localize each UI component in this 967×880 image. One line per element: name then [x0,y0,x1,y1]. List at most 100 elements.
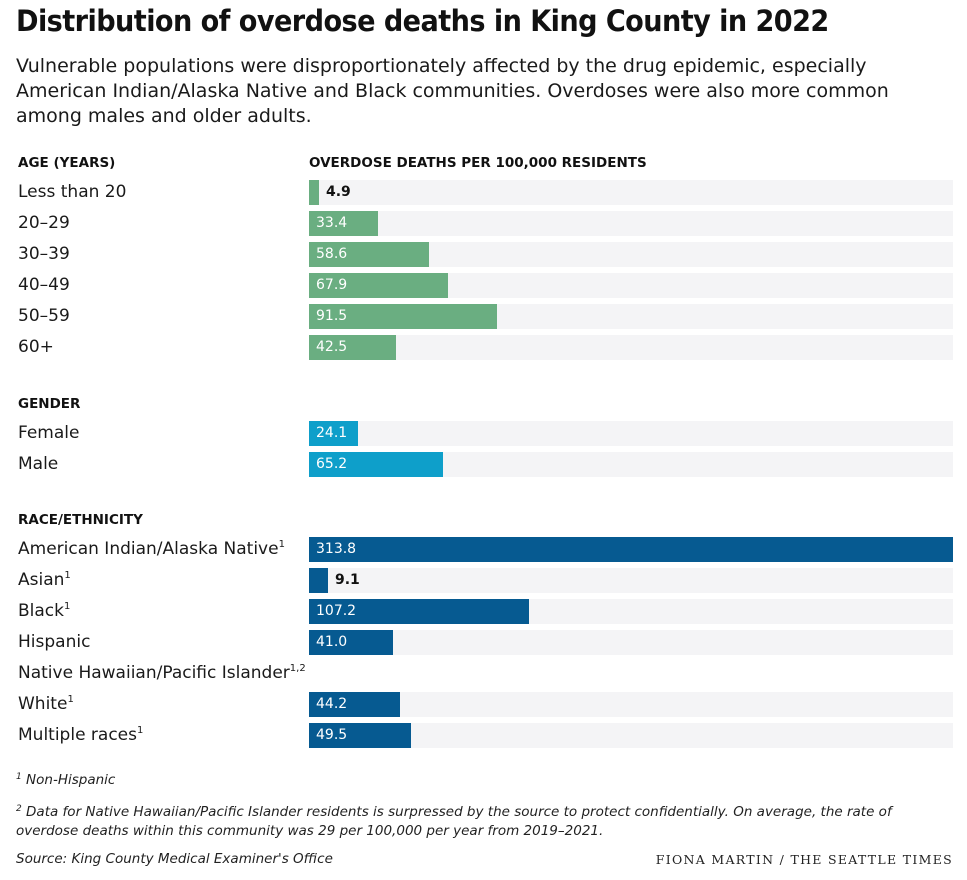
bar-row: 60+ 42.5 [0,334,967,361]
category-label-text: White [18,694,68,714]
category-label-text: Black [18,601,64,621]
bar-row: Black1 107.2 [0,598,967,625]
category-label: Male [18,451,58,478]
bar-track: 33.4 [309,211,953,236]
bar-row: Female 24.1 [0,420,967,447]
bar-track: 58.6 [309,242,953,267]
category-label: Female [18,420,79,447]
bar-track: 4.9 [309,180,953,205]
bar-track: 42.5 [309,335,953,360]
category-label-text: Female [18,423,80,443]
bar-row: 20–29 33.4 [0,210,967,237]
footnote-2-mark: 2 [16,804,22,814]
category-label-text: 60+ [18,337,54,357]
value-label: 313.8 [316,541,357,557]
category-label: 40–49 [18,272,70,299]
footnote-marker: 1 [64,601,71,612]
section-title: RACE/ETHNICITY [18,512,143,528]
category-label-text: Asian [18,570,65,590]
footnote-1-mark: 1 [16,772,22,782]
bar-track: 91.5 [309,304,953,329]
bar [309,180,319,205]
category-label-text: 20–29 [18,213,70,233]
value-label: 107.2 [316,603,357,619]
value-label: 33.4 [316,215,348,231]
bar-track: 107.2 [309,599,953,624]
bar-row: Multiple races1 49.5 [0,722,967,749]
bar [309,723,411,748]
category-label-text: Male [18,454,59,474]
category-label: 50–59 [18,303,70,330]
bar-row: 50–59 91.5 [0,303,967,330]
bar-track: 9.1 [309,568,953,593]
footnote-2-text: Data for Native Hawaiian/Pacific Islande… [16,804,892,839]
footnote-marker: 1,2 [289,663,306,674]
bar [309,211,378,236]
footnote-marker: 1 [278,539,285,550]
credit-line: FIONA MARTIN / THE SEATTLE TIMES [655,852,953,867]
value-label: 58.6 [316,246,348,262]
category-label: Asian1 [18,567,71,594]
category-label: American Indian/Alaska Native1 [18,536,285,563]
category-label: White1 [18,691,74,718]
footnote-marker: 1 [67,694,74,705]
bar [309,630,393,655]
bar-row: Male 65.2 [0,451,967,478]
category-label: 60+ [18,334,54,361]
chart-subtitle: Vulnerable populations were disproportio… [16,55,889,127]
category-label: 20–29 [18,210,70,237]
value-label: 91.5 [316,308,348,324]
section-title: GENDER [18,396,81,412]
bar-row: 40–49 67.9 [0,272,967,299]
chart-title: Distribution of overdose deaths in King … [16,4,829,38]
footnote-1-text: Non-Hispanic [26,772,116,788]
bar [309,452,443,477]
bar-track: 44.2 [309,692,953,717]
source-note: Source: King County Medical Examiner's O… [16,851,333,867]
category-label-text: 40–49 [18,275,70,295]
value-label: 4.9 [326,184,351,200]
bar-row: Hispanic 41.0 [0,629,967,656]
footnote-marker: 1 [64,570,71,581]
bar-track: 67.9 [309,273,953,298]
bar [309,304,497,329]
bar [309,335,396,360]
bar-row: 30–39 58.6 [0,241,967,268]
value-label: 24.1 [316,425,348,441]
value-label: 9.1 [335,572,360,588]
category-label-text: American Indian/Alaska Native [18,539,279,559]
category-label-text: Native Hawaiian/Pacific Islander [18,663,290,683]
bar [309,242,429,267]
category-label: Native Hawaiian/Pacific Islander1,2 [18,660,306,687]
bar-track: 49.5 [309,723,953,748]
value-label: 65.2 [316,456,348,472]
bar-track: 313.8 [309,537,953,562]
value-label: 49.5 [316,727,348,743]
category-label-text: 30–39 [18,244,70,264]
bar-row: Asian1 9.1 [0,567,967,594]
value-label: 44.2 [316,696,348,712]
bar-row: Less than 20 4.9 [0,179,967,206]
bar-row: Native Hawaiian/Pacific Islander1,2 [0,660,967,687]
bar-track: 65.2 [309,452,953,477]
bar [309,568,328,593]
category-label-text: 50–59 [18,306,70,326]
bar-track: 24.1 [309,421,953,446]
category-label: Black1 [18,598,70,625]
bar-row: White1 44.2 [0,691,967,718]
category-label-text: Multiple races [18,725,137,745]
bar-track: 41.0 [309,630,953,655]
category-label: Less than 20 [18,179,126,206]
category-label-text: Less than 20 [18,182,127,202]
footnote-2: 2 Data for Native Hawaiian/Pacific Islan… [16,803,921,841]
section-title: AGE (YEARS) [18,155,116,171]
footnote-marker: 1 [137,725,144,736]
bar [309,273,448,298]
category-label: 30–39 [18,241,70,268]
footnote-1: 1 Non-Hispanic [16,771,115,790]
category-label: Multiple races1 [18,722,143,749]
bar [309,599,529,624]
bar-row: American Indian/Alaska Native1 313.8 [0,536,967,563]
category-label-text: Hispanic [18,632,91,652]
